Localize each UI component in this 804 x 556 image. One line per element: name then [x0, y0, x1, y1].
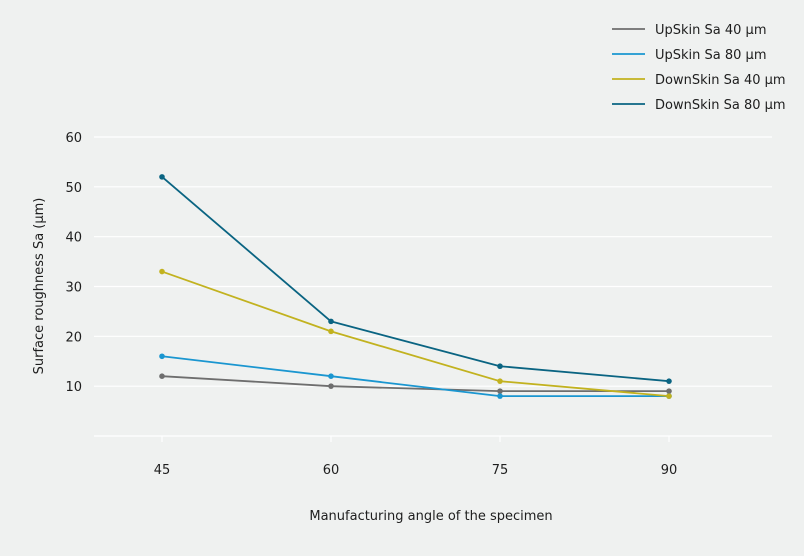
x-tick-label: 60	[323, 463, 340, 478]
series-2	[159, 353, 672, 399]
y-tick-label: 20	[65, 330, 82, 345]
data-point	[497, 393, 503, 399]
legend-label: DownSkin Sa 80 µm	[655, 98, 786, 113]
x-tick-label: 90	[661, 463, 678, 478]
data-point	[497, 388, 503, 394]
x-tick-label: 75	[492, 463, 509, 478]
legend: UpSkin Sa 40 µm UpSkin Sa 80 µm DownSkin S…	[612, 23, 786, 113]
series-line	[161, 176, 670, 383]
y-tick-label: 30	[65, 281, 82, 296]
legend-item: DownSkin Sa 40 µm	[612, 73, 786, 88]
y-axis-title: Surface roughness Sa (µm)	[32, 198, 47, 375]
series-line	[161, 375, 669, 393]
series-group	[159, 174, 672, 399]
data-point	[328, 383, 334, 389]
data-point	[159, 353, 165, 360]
legend-item: UpSkin Sa 40 µm	[612, 23, 767, 38]
data-point	[666, 378, 672, 384]
series-4	[159, 174, 672, 384]
data-point	[328, 373, 334, 380]
series-line	[161, 270, 670, 398]
data-point	[328, 328, 334, 335]
y-tick-label: 40	[65, 231, 82, 246]
data-point	[328, 318, 334, 325]
series-3	[159, 268, 672, 399]
data-point	[666, 388, 672, 394]
gridlines	[94, 136, 772, 437]
data-point	[159, 268, 165, 275]
y-tick-label: 60	[65, 131, 82, 146]
data-point	[159, 373, 165, 380]
x-tick-labels: 45 60 75 90	[154, 436, 678, 478]
y-tick-label: 10	[65, 380, 82, 395]
y-tick-label: 50	[65, 181, 82, 196]
legend-item: UpSkin Sa 80 µm	[612, 48, 767, 63]
x-tick-label: 45	[154, 463, 171, 478]
y-tick-labels: 10 20 30 40 50 60	[65, 131, 82, 395]
legend-label: DownSkin Sa 40 µm	[655, 73, 786, 88]
legend-item: DownSkin Sa 80 µm	[612, 98, 786, 113]
data-point	[497, 363, 503, 370]
data-point	[497, 378, 503, 384]
x-axis-title: Manufacturing angle of the specimen	[309, 509, 552, 524]
series-line	[161, 355, 669, 398]
legend-label: UpSkin Sa 40 µm	[655, 23, 767, 38]
series-1	[159, 373, 672, 394]
data-point	[159, 174, 165, 180]
data-point	[666, 393, 672, 399]
legend-label: UpSkin Sa 80 µm	[655, 48, 767, 63]
